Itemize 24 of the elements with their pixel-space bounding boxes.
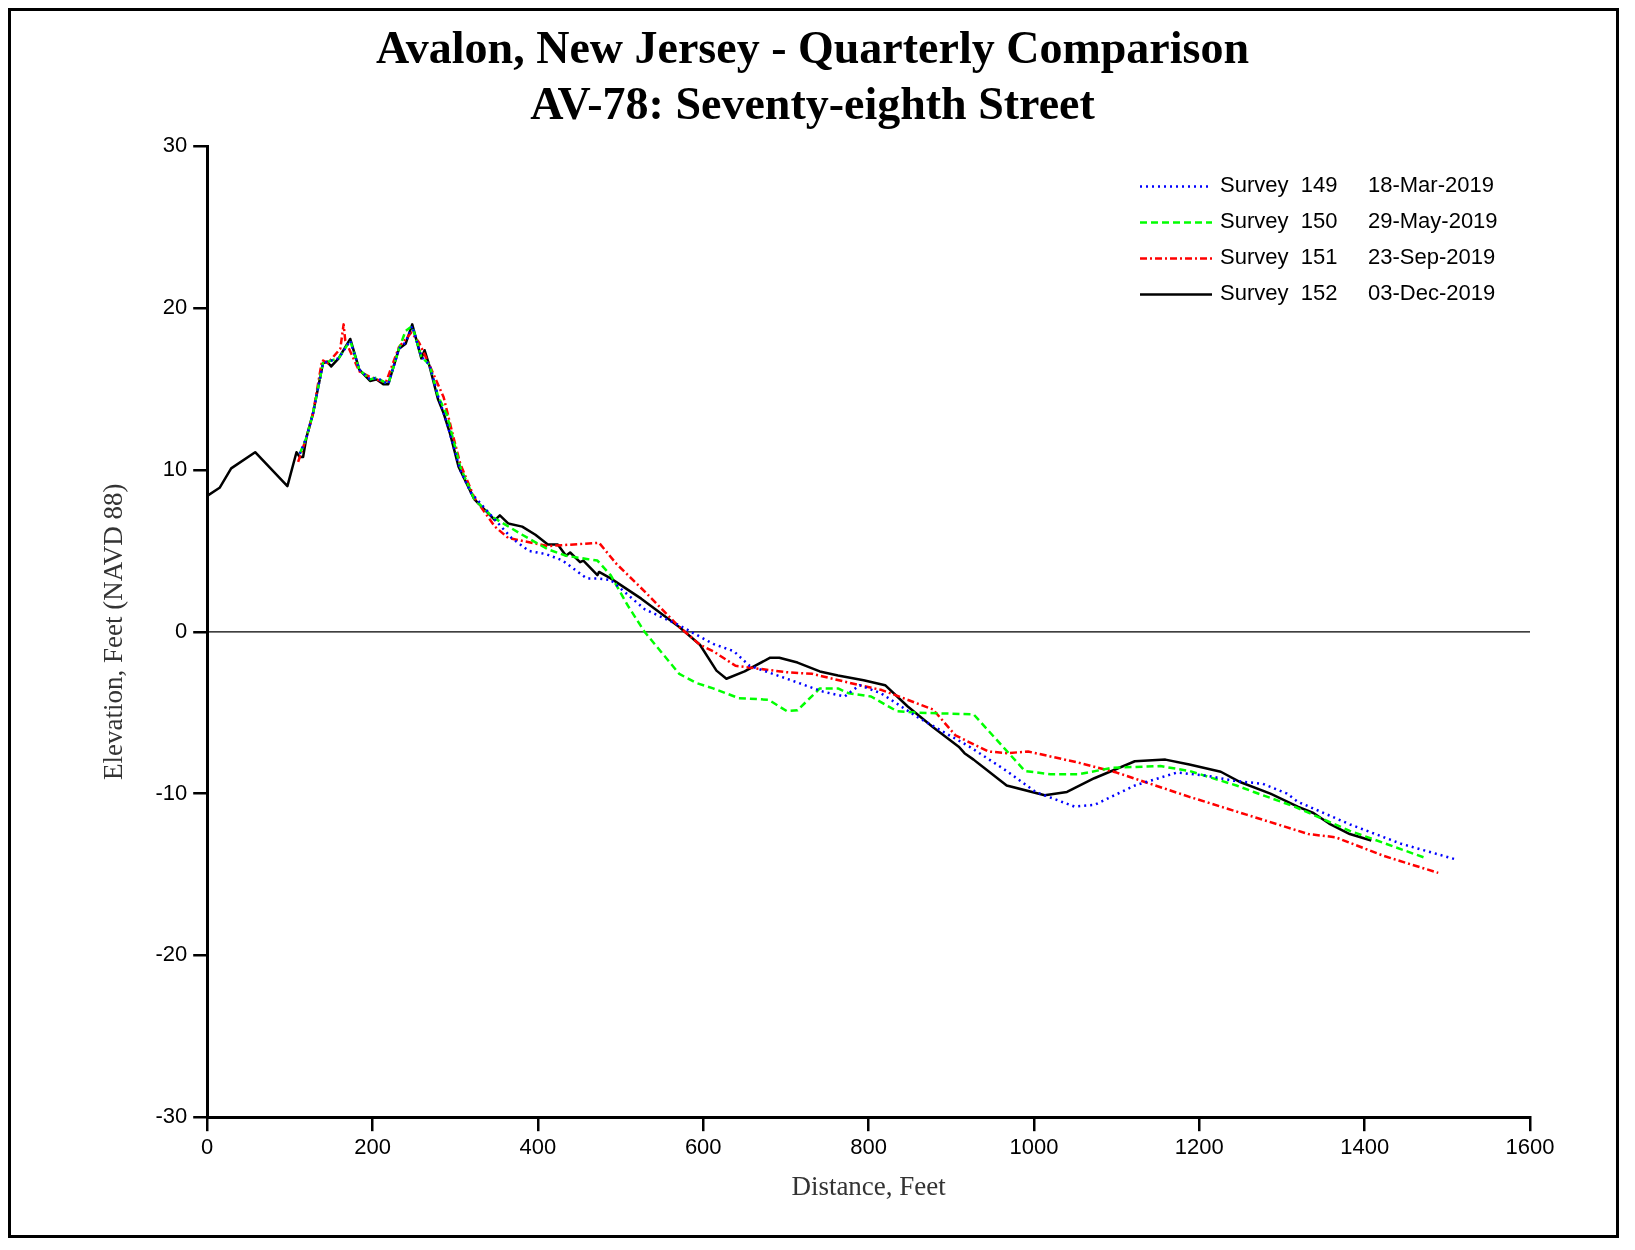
legend-label: Survey 152 03-Dec-2019 bbox=[1220, 280, 1496, 306]
x-tick-label: 400 bbox=[519, 1134, 557, 1160]
y-tick-label: -30 bbox=[155, 1103, 188, 1129]
x-tick-label: 1600 bbox=[1505, 1134, 1555, 1160]
y-tick-label: 20 bbox=[162, 294, 188, 320]
legend-label: Survey 149 18-Mar-2019 bbox=[1220, 172, 1494, 198]
x-tick-label: 1200 bbox=[1174, 1134, 1224, 1160]
y-axis-title: Elevation, Feet (NAVD 88) bbox=[98, 483, 129, 781]
y-tick-label: -20 bbox=[155, 941, 188, 967]
y-tick-label: 10 bbox=[162, 456, 188, 482]
chart-subtitle: AV-78: Seventy-eighth Street bbox=[530, 77, 1096, 129]
x-axis-title: Distance, Feet bbox=[791, 1170, 947, 1201]
y-tick-label: 0 bbox=[174, 617, 188, 643]
x-tick-label: 1400 bbox=[1340, 1134, 1390, 1160]
y-tick-label: 30 bbox=[162, 132, 188, 158]
x-tick-label: 800 bbox=[850, 1134, 887, 1160]
x-tick-label: 200 bbox=[354, 1134, 391, 1160]
legend-label: Survey 150 29-May-2019 bbox=[1220, 208, 1498, 234]
legend-label: Survey 151 23-Sep-2019 bbox=[1220, 244, 1496, 270]
chart-title: Avalon, New Jersey - Quarterly Comparison bbox=[375, 22, 1250, 74]
x-tick-label: 600 bbox=[684, 1134, 722, 1160]
y-tick-label: -10 bbox=[155, 779, 188, 805]
x-tick-label: 1000 bbox=[1009, 1134, 1059, 1160]
x-tick-label: 0 bbox=[201, 1134, 214, 1160]
